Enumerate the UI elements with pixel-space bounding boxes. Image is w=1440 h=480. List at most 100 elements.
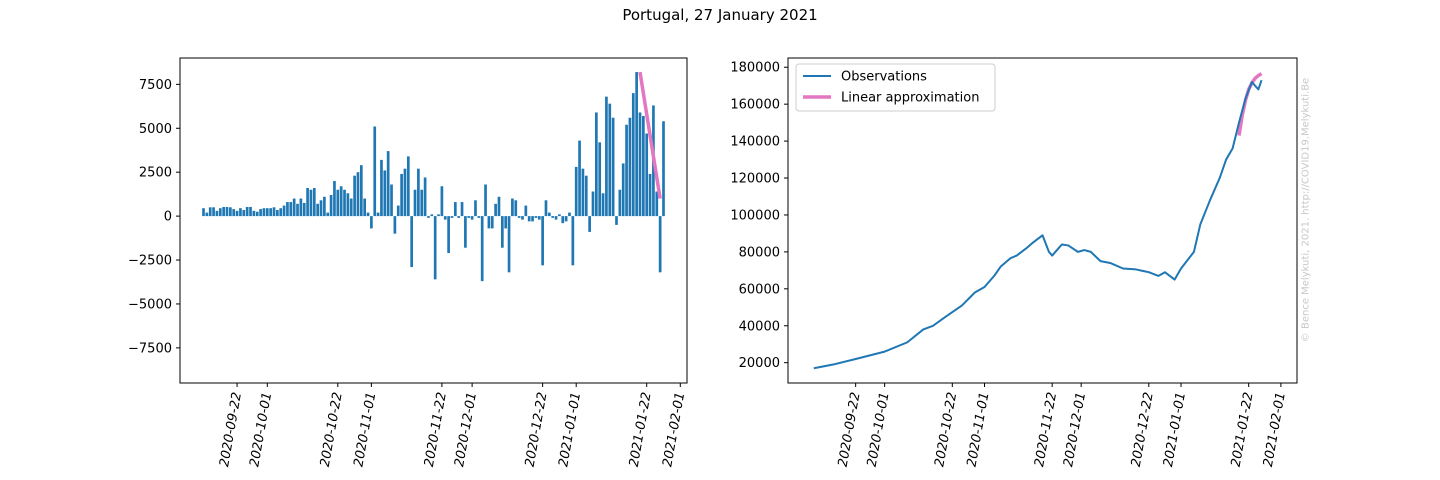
- bar: [524, 205, 528, 217]
- bar: [564, 216, 568, 222]
- bar: [628, 117, 632, 217]
- x-tick-label: 2020-10-22: [318, 391, 346, 468]
- x-tick-label: 2020-11-01: [351, 391, 379, 468]
- y-tick-label: 40000: [739, 319, 780, 334]
- bar: [403, 168, 407, 217]
- bar: [249, 206, 252, 217]
- y-tick-label: 7500: [139, 78, 172, 93]
- x-tick-label: 2021-02-01: [660, 391, 688, 468]
- bar: [333, 180, 336, 217]
- bar: [329, 195, 333, 217]
- bar: [235, 210, 239, 217]
- bar: [615, 216, 618, 225]
- y-tick-label: 20000: [739, 356, 780, 371]
- legend-label: Linear approximation: [841, 91, 979, 106]
- bar: [554, 216, 558, 220]
- bar: [561, 216, 565, 224]
- bar: [618, 189, 622, 217]
- bar: [279, 208, 283, 217]
- bar: [255, 211, 259, 217]
- bar: [453, 202, 457, 217]
- y-tick-label: 80000: [739, 245, 780, 260]
- bar: [447, 216, 450, 253]
- bar: [286, 202, 289, 217]
- chart-1-ticks: [176, 83, 681, 387]
- bar: [440, 186, 444, 217]
- bar: [306, 188, 309, 217]
- x-tick-label: 2020-12-22: [523, 391, 551, 468]
- bar: [427, 216, 430, 218]
- bar: [417, 168, 420, 217]
- bar: [655, 191, 659, 217]
- bar: [531, 216, 534, 222]
- x-tick-label: 2020-10-01: [865, 391, 893, 468]
- bar: [648, 173, 652, 217]
- bar: [393, 216, 397, 234]
- bar: [621, 163, 625, 217]
- bar: [316, 203, 320, 217]
- bar: [625, 124, 628, 217]
- bar: [514, 200, 518, 217]
- bar: [467, 216, 471, 218]
- bar: [568, 212, 571, 217]
- bar: [252, 210, 256, 217]
- y-tick-label: 60000: [739, 282, 780, 297]
- bar: [547, 212, 551, 217]
- bar: [212, 207, 215, 217]
- bar: [222, 206, 225, 217]
- y-tick-label: 5000: [139, 122, 172, 137]
- bar: [504, 216, 508, 229]
- bar: [400, 173, 403, 217]
- bar: [390, 184, 393, 217]
- bar: [521, 216, 524, 220]
- bar: [386, 151, 390, 217]
- bar: [464, 216, 467, 248]
- bar: [608, 103, 612, 217]
- bar: [443, 216, 447, 220]
- x-tick-label: 2020-11-22: [422, 391, 450, 468]
- bar: [527, 216, 531, 222]
- bar: [578, 140, 581, 217]
- x-tick-label: 2021-01-01: [1161, 391, 1189, 468]
- bar: [437, 214, 440, 217]
- approximation-line: [638, 71, 662, 199]
- y-tick-label: 120000: [730, 172, 780, 187]
- bar: [544, 200, 548, 217]
- bar: [336, 189, 340, 217]
- bar: [380, 159, 383, 217]
- bar: [339, 186, 343, 217]
- y-tick-label: 180000: [730, 61, 780, 76]
- figure-title: Portugal, 27 January 2021: [622, 6, 818, 24]
- x-tick-label: 2020-09-22: [836, 391, 864, 468]
- bar: [269, 208, 272, 217]
- bar: [413, 189, 417, 217]
- bar: [430, 214, 434, 217]
- bar: [517, 216, 521, 218]
- bar: [296, 203, 299, 217]
- bar: [474, 200, 477, 217]
- bar: [370, 216, 373, 229]
- bar: [574, 166, 578, 217]
- legend-box: [795, 63, 996, 112]
- y-tick-label: −5000: [128, 297, 172, 312]
- bar: [631, 93, 635, 217]
- bar: [584, 175, 588, 217]
- y-tick-label: 140000: [730, 135, 780, 150]
- bar: [326, 212, 330, 217]
- bar: [239, 208, 242, 217]
- bar: [208, 207, 212, 217]
- bar: [541, 216, 544, 266]
- x-tick-label: 2020-12-01: [452, 391, 480, 468]
- bar: [215, 210, 219, 217]
- bar: [490, 216, 494, 229]
- bar: [433, 216, 437, 280]
- bar: [595, 112, 598, 217]
- bar: [265, 208, 269, 217]
- bar: [373, 126, 377, 217]
- bar: [487, 216, 491, 229]
- bar: [460, 202, 464, 217]
- bar: [537, 216, 541, 220]
- bar: [611, 117, 615, 217]
- bar: [272, 207, 276, 217]
